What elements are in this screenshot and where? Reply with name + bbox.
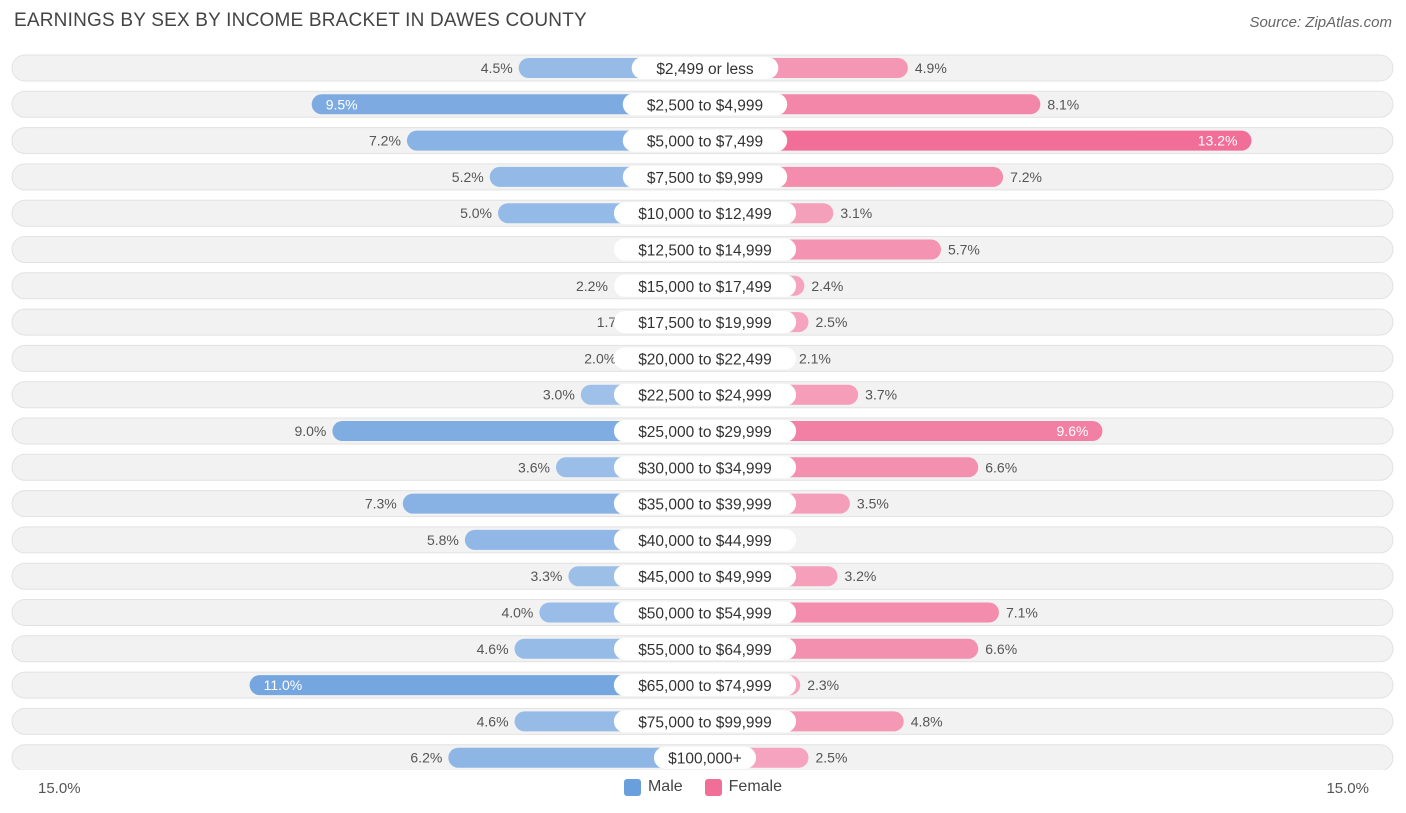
- category-label: $40,000 to $44,999: [638, 533, 772, 550]
- chart-title: EARNINGS BY SEX BY INCOME BRACKET IN DAW…: [14, 10, 587, 31]
- value-label-female: 6.6%: [985, 459, 1017, 475]
- legend-label-female: Female: [728, 778, 783, 795]
- value-label-female: 3.7%: [865, 387, 897, 403]
- bar-female: [695, 421, 1103, 441]
- category-label: $2,500 to $4,999: [647, 97, 763, 114]
- category-pill: [613, 383, 797, 406]
- bar-male: [448, 747, 715, 768]
- value-label-male: 5.2%: [452, 169, 484, 185]
- category-label: $7,500 to $9,999: [647, 170, 763, 187]
- value-label-female: 4.8%: [911, 713, 943, 729]
- category-pill: [613, 601, 797, 624]
- legend-label-male: Male: [647, 778, 683, 795]
- category-pill: [613, 238, 797, 261]
- value-label-male: 5.0%: [460, 205, 492, 221]
- category-pill: [613, 456, 797, 479]
- value-label-male: 3.0%: [543, 387, 575, 403]
- category-label: $35,000 to $39,999: [638, 497, 772, 514]
- category-label: $55,000 to $64,999: [638, 642, 772, 659]
- legend-item-male[interactable]: Male: [623, 778, 683, 796]
- category-label: $12,500 to $14,999: [638, 243, 772, 260]
- legend: Male Female: [0, 778, 1406, 796]
- legend-swatch-male: [623, 778, 641, 796]
- value-label-male: 3.3%: [530, 568, 562, 584]
- category-pill: [613, 565, 797, 588]
- value-label-male: 2.0%: [584, 350, 616, 366]
- category-label: $50,000 to $54,999: [638, 606, 772, 623]
- category-pill: [613, 528, 797, 551]
- category-label: $10,000 to $12,499: [638, 206, 772, 223]
- value-label-male: 5.8%: [427, 532, 459, 548]
- category-pill: [622, 165, 788, 188]
- category-pill: [613, 274, 797, 297]
- value-label-male: 9.0%: [294, 423, 326, 439]
- category-label: $30,000 to $34,999: [638, 460, 772, 477]
- value-label-female: 2.3%: [807, 677, 839, 693]
- value-label-female: 5.7%: [948, 242, 980, 258]
- category-label: $17,500 to $19,999: [638, 315, 772, 332]
- value-label-female: 13.2%: [1198, 133, 1238, 149]
- value-label-female: 7.1%: [1006, 605, 1038, 621]
- axis-left-label: 15.0%: [38, 780, 81, 797]
- bar-male: [311, 94, 715, 115]
- value-label-male: 4.0%: [501, 605, 533, 621]
- chart-source: Source: ZipAtlas.com: [1249, 14, 1392, 31]
- value-label-female: 9.6%: [1057, 423, 1089, 439]
- category-label: $100,000+: [668, 751, 742, 768]
- category-pill: [622, 129, 788, 152]
- value-label-female: 2.1%: [799, 350, 831, 366]
- value-label-female: 3.1%: [840, 205, 872, 221]
- value-label-female: 6.6%: [985, 641, 1017, 657]
- category-label: $75,000 to $99,999: [638, 714, 772, 731]
- value-label-male: 9.5%: [326, 96, 358, 112]
- value-label-male: 4.6%: [477, 641, 509, 657]
- category-pill: [613, 311, 797, 334]
- legend-swatch-female: [704, 778, 722, 796]
- category-label: $2,499 or less: [656, 61, 754, 78]
- value-label-female: 2.5%: [816, 750, 848, 766]
- value-label-male: 11.0%: [264, 677, 303, 693]
- axis-right-label: 15.0%: [1326, 780, 1369, 797]
- legend-item-female[interactable]: Female: [704, 778, 783, 796]
- category-pill: [613, 347, 797, 370]
- category-pill: [631, 57, 779, 79]
- category-pill: [613, 674, 797, 697]
- category-label: $15,000 to $17,499: [638, 279, 772, 296]
- bar-chart: 4.5% 4.9% $2,499 or less 9.5% 8.1% $2,500 to …: [11, 54, 1394, 770]
- value-label-male: 3.6%: [518, 459, 550, 475]
- category-pill: [613, 492, 797, 515]
- category-pill: [653, 746, 757, 769]
- category-pill: [613, 420, 797, 442]
- value-label-female: 8.1%: [1047, 96, 1079, 112]
- category-label: $5,000 to $7,499: [647, 134, 763, 151]
- value-label-female: 4.9%: [915, 60, 947, 76]
- category-label: $65,000 to $74,999: [638, 678, 772, 695]
- value-label-female: 2.5%: [816, 314, 848, 330]
- value-label-male: 6.2%: [410, 750, 442, 766]
- category-pill: [613, 637, 797, 660]
- value-label-male: 7.3%: [365, 496, 397, 512]
- value-label-female: 7.2%: [1010, 169, 1042, 185]
- bar-male: [249, 675, 715, 696]
- value-label-male: 2.2%: [576, 278, 608, 294]
- value-label-female: 3.5%: [857, 496, 889, 512]
- category-pill: [622, 93, 788, 116]
- value-label-male: 4.5%: [481, 60, 513, 76]
- value-label-male: 7.2%: [369, 133, 401, 149]
- value-label-female: 2.4%: [811, 278, 843, 294]
- category-label: $20,000 to $22,499: [638, 351, 772, 368]
- bar-female: [695, 130, 1252, 151]
- category-label: $45,000 to $49,999: [638, 569, 772, 586]
- value-label-male: 4.6%: [477, 713, 509, 729]
- category-pill: [613, 202, 797, 225]
- value-label-female: 3.2%: [844, 568, 876, 584]
- category-pill: [613, 710, 797, 733]
- category-label: $25,000 to $29,999: [638, 424, 772, 441]
- category-label: $22,500 to $24,999: [638, 388, 772, 405]
